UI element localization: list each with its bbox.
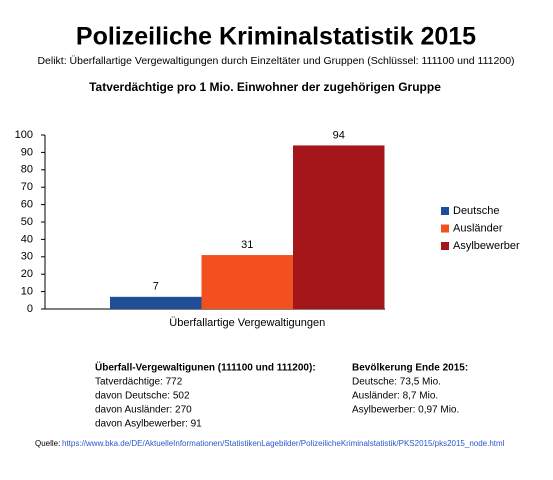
bar <box>201 255 293 309</box>
data-label: 31 <box>241 239 253 251</box>
legend-swatch <box>441 224 449 233</box>
notes-heading: Bevölkerung Ende 2015: <box>352 363 468 374</box>
source-link[interactable]: https://www.bka.de/DE/AktuelleInformatio… <box>62 439 505 448</box>
notes-heading: Überfall-Vergewaltigunen (111100 und 111… <box>95 361 316 374</box>
legend-label: Ausländer <box>453 222 503 234</box>
note-line: davon Ausländer: 270 <box>95 405 192 416</box>
legend-label: Asylbewerber <box>453 240 520 252</box>
note-line: davon Asylbewerber: 91 <box>95 419 202 430</box>
y-tick-label: 50 <box>21 216 33 228</box>
y-tick-label: 90 <box>21 146 33 158</box>
legend-swatch <box>441 207 449 215</box>
y-tick-label: 100 <box>15 129 33 141</box>
legend-label: Deutsche <box>453 205 499 217</box>
page-title: Polizeiliche Kriminalstatistik 2015 <box>76 23 476 51</box>
note-line: Ausländer: 8,7 Mio. <box>352 391 438 402</box>
y-tick-label: 20 <box>21 268 33 280</box>
note-line: Deutsche: 73,5 Mio. <box>352 377 441 388</box>
y-tick-label: 30 <box>21 251 33 263</box>
y-tick-label: 10 <box>21 286 33 298</box>
chart-title: Tatverdächtige pro 1 Mio. Einwohner der … <box>89 80 441 94</box>
y-tick-label: 70 <box>21 181 33 193</box>
y-tick-label: 80 <box>21 164 33 176</box>
data-label: 7 <box>153 281 159 293</box>
y-tick-label: 0 <box>27 303 33 315</box>
legend-swatch <box>441 242 449 250</box>
y-tick-label: 60 <box>21 199 33 211</box>
source-label: Quelle: <box>35 439 60 448</box>
note-line: Asylbewerber: 0,97 Mio. <box>352 405 459 416</box>
data-label: 94 <box>333 129 345 141</box>
note-line: Tatverdächtige: 772 <box>95 377 183 388</box>
bar <box>293 145 385 309</box>
y-tick-label: 40 <box>21 233 33 245</box>
bar <box>110 296 202 309</box>
note-line: davon Deutsche: 502 <box>95 391 190 402</box>
subtitle: Delikt: Überfallartige Vergewaltigungen … <box>37 55 514 67</box>
x-tick-label: Überfallartige Vergewaltigungen <box>169 317 325 329</box>
